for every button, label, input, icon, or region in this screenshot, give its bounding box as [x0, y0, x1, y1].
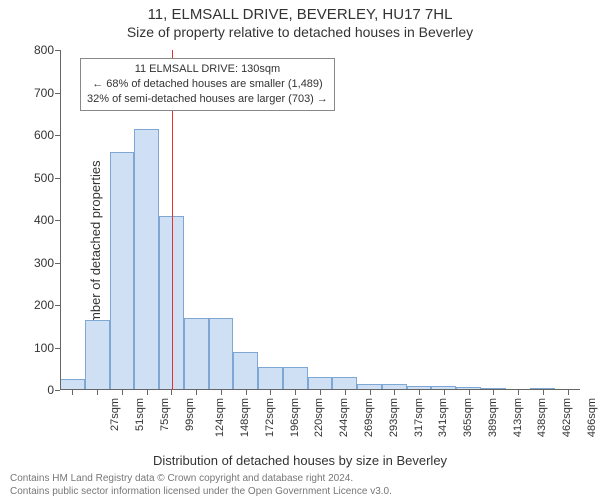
x-tick-label: 317sqm — [413, 398, 425, 437]
plot-area: 010020030040050060070080027sqm51sqm75sqm… — [60, 50, 580, 390]
y-tick — [55, 178, 60, 179]
footer-line2: Contains public sector information licen… — [10, 486, 392, 499]
x-tick — [246, 390, 247, 395]
y-tick — [55, 348, 60, 349]
y-tick — [55, 220, 60, 221]
callout-line1: 11 ELMSALL DRIVE: 130sqm — [87, 62, 328, 77]
y-tick — [55, 263, 60, 264]
x-tick-label: 124sqm — [215, 398, 227, 437]
chart-container: 11, ELMSALL DRIVE, BEVERLEY, HU17 7HL Si… — [0, 0, 600, 500]
x-tick — [72, 390, 73, 395]
x-tick — [419, 390, 420, 395]
histogram-bar — [110, 152, 135, 390]
histogram-bar — [85, 320, 110, 390]
histogram-bar — [184, 318, 209, 390]
y-tick-label: 500 — [20, 171, 54, 185]
x-tick — [122, 390, 123, 395]
x-tick — [196, 390, 197, 395]
y-tick-label: 400 — [20, 213, 54, 227]
x-tick-label: 75sqm — [159, 398, 171, 431]
x-tick-label: 99sqm — [184, 398, 196, 431]
x-tick — [221, 390, 222, 395]
y-tick — [55, 135, 60, 136]
histogram-bar — [258, 367, 283, 390]
footer-line1: Contains HM Land Registry data © Crown c… — [10, 473, 392, 486]
title-address: 11, ELMSALL DRIVE, BEVERLEY, HU17 7HL — [0, 6, 600, 23]
x-tick-label: 389sqm — [487, 398, 499, 437]
y-tick-label: 300 — [20, 256, 54, 270]
histogram-bar — [233, 352, 258, 390]
y-tick-label: 100 — [20, 341, 54, 355]
x-tick-label: 220sqm — [314, 398, 326, 437]
x-tick — [394, 390, 395, 395]
y-tick — [55, 390, 60, 391]
x-tick-label: 486sqm — [586, 398, 598, 437]
x-axis-label: Distribution of detached houses by size … — [0, 453, 600, 468]
x-tick — [493, 390, 494, 395]
callout-line3: 32% of semi-detached houses are larger (… — [87, 92, 328, 107]
x-tick-label: 27sqm — [109, 398, 121, 431]
x-tick — [543, 390, 544, 395]
y-axis-line — [60, 50, 61, 390]
x-tick-label: 196sqm — [289, 398, 301, 437]
x-tick-label: 148sqm — [239, 398, 251, 437]
x-tick — [444, 390, 445, 395]
x-tick — [147, 390, 148, 395]
x-tick — [568, 390, 569, 395]
histogram-bar — [283, 367, 308, 390]
x-tick-label: 462sqm — [561, 398, 573, 437]
y-tick-label: 600 — [20, 128, 54, 142]
histogram-bar — [134, 129, 159, 390]
x-tick — [320, 390, 321, 395]
x-tick — [270, 390, 271, 395]
x-tick — [345, 390, 346, 395]
x-tick — [97, 390, 98, 395]
x-tick-label: 269sqm — [363, 398, 375, 437]
y-tick-label: 700 — [20, 86, 54, 100]
callout-line2: ← 68% of detached houses are smaller (1,… — [87, 77, 328, 92]
x-tick — [518, 390, 519, 395]
x-tick-label: 413sqm — [512, 398, 524, 437]
y-tick — [55, 305, 60, 306]
attribution-footer: Contains HM Land Registry data © Crown c… — [10, 473, 392, 498]
x-tick — [171, 390, 172, 395]
x-tick-label: 172sqm — [264, 398, 276, 437]
y-tick-label: 200 — [20, 298, 54, 312]
x-tick-label: 341sqm — [437, 398, 449, 437]
y-tick-label: 800 — [20, 43, 54, 57]
y-tick-label: 0 — [20, 383, 54, 397]
y-tick — [55, 50, 60, 51]
x-tick-label: 244sqm — [338, 398, 350, 437]
x-tick-label: 293sqm — [388, 398, 400, 437]
x-tick-label: 365sqm — [462, 398, 474, 437]
callout-box: 11 ELMSALL DRIVE: 130sqm← 68% of detache… — [80, 58, 335, 111]
x-tick-label: 438sqm — [536, 398, 548, 437]
x-tick — [469, 390, 470, 395]
title-subtitle: Size of property relative to detached ho… — [0, 24, 600, 40]
histogram-bar — [209, 318, 234, 390]
x-tick-label: 51sqm — [134, 398, 146, 431]
x-tick — [370, 390, 371, 395]
y-tick — [55, 93, 60, 94]
x-tick — [295, 390, 296, 395]
